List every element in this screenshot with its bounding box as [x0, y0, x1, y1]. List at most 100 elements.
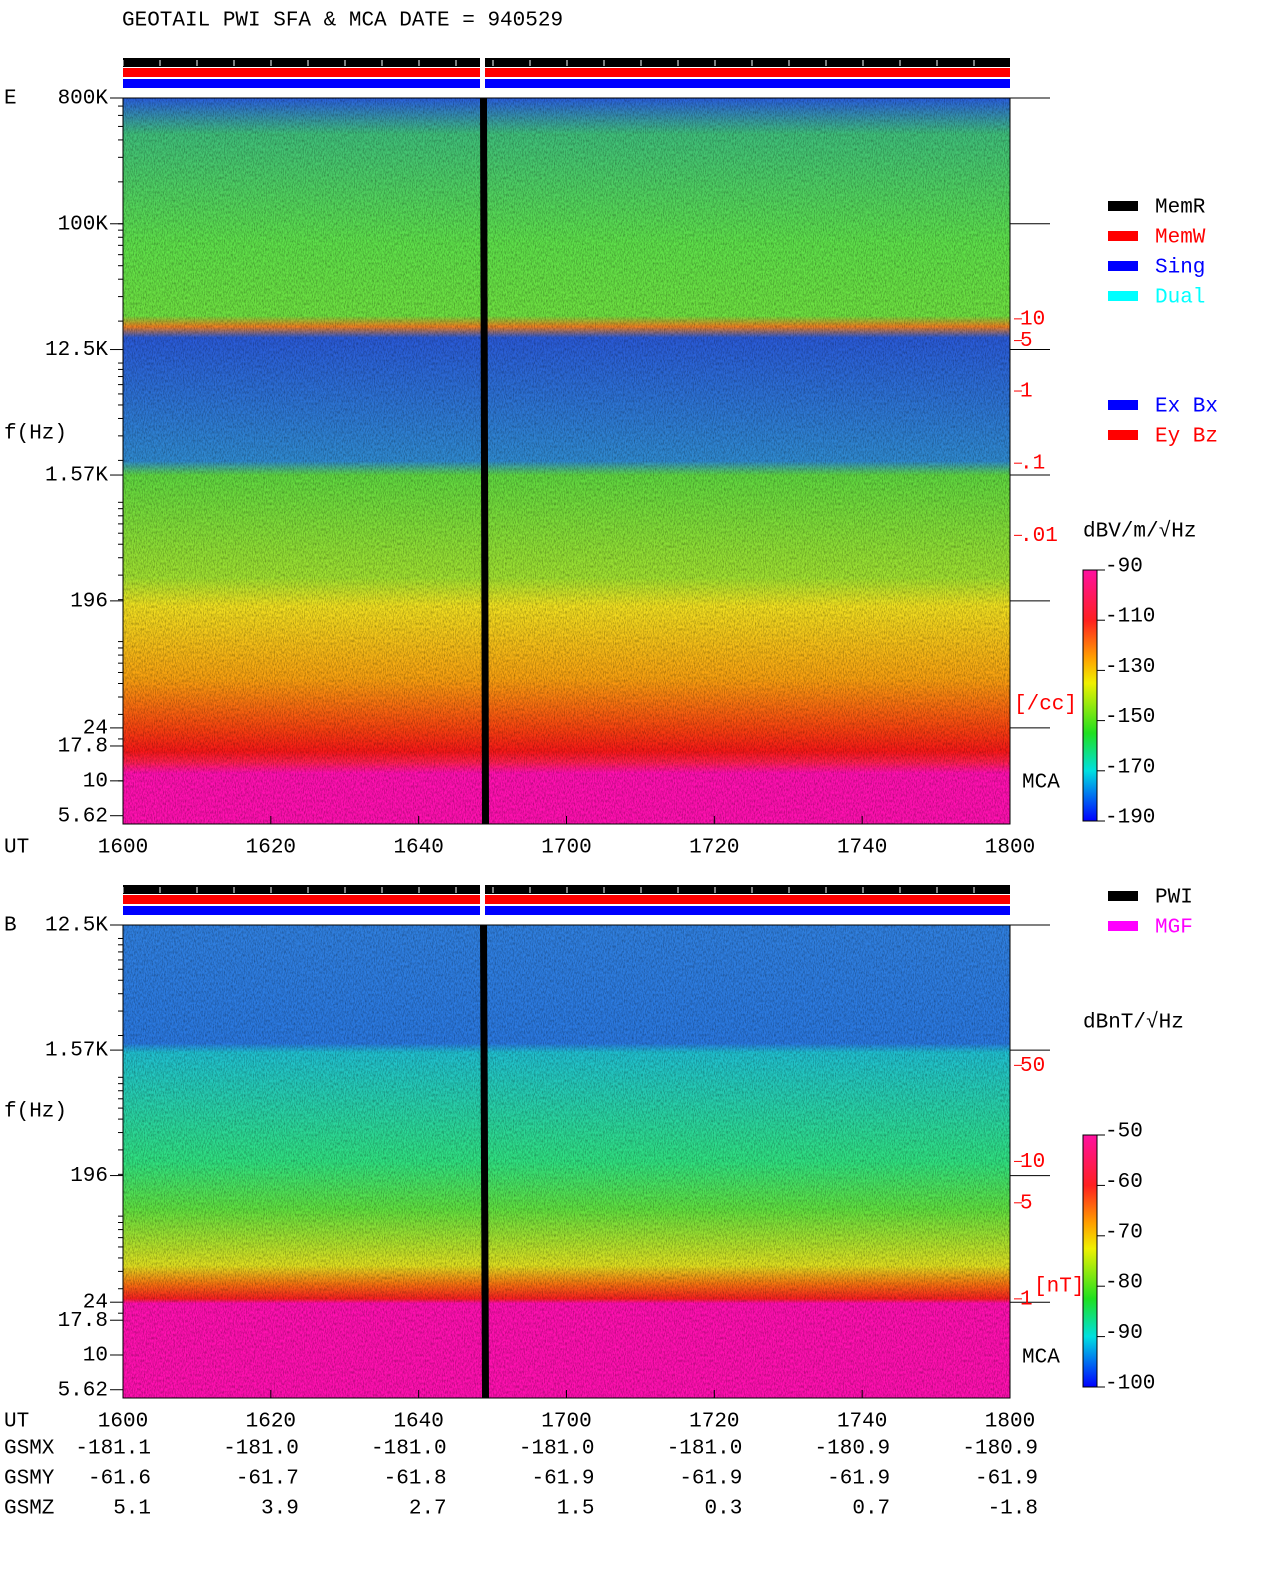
colorbar-tick-label: -90 [1105, 1322, 1143, 1345]
data-gap [480, 925, 489, 1398]
y2-tick-label: 10 [1020, 308, 1045, 331]
colorbar-tick-label: -60 [1105, 1171, 1143, 1194]
y-axis-label: f(Hz) [4, 423, 67, 446]
y2-tick-label: 50 [1020, 1055, 1045, 1078]
y-tick-label: 100K [58, 213, 109, 236]
colorbar-tick-label: -190 [1105, 807, 1155, 830]
orbit-value: 2.7 [409, 1498, 447, 1521]
y-tick-label: 800K [58, 88, 109, 111]
x-tick-label: 1700 [541, 837, 591, 860]
data-gap [480, 98, 489, 824]
x-tick-label: 1600 [98, 837, 148, 860]
status-bar [123, 68, 1010, 77]
colorbar-tick-label: -90 [1105, 556, 1143, 579]
colorbar [1082, 569, 1098, 822]
y-tick-label: 12.5K [45, 339, 108, 362]
orbit-value: -61.6 [88, 1468, 151, 1491]
y-tick-label: 17.8 [58, 736, 108, 759]
orbit-value: 0.3 [705, 1498, 743, 1521]
colorbar [1082, 1134, 1098, 1388]
panel-label: E [4, 88, 17, 111]
orbit-value: -61.9 [531, 1468, 594, 1491]
orbit-value: 1.5 [557, 1498, 595, 1521]
y-tick-label: 17.8 [58, 1310, 108, 1333]
orbit-value: -1.8 [988, 1498, 1038, 1521]
orbit-value: -181.0 [667, 1438, 743, 1461]
mca-label: MCA [1022, 772, 1060, 795]
legend-swatch [1108, 891, 1138, 901]
orbit-value: 3.9 [261, 1498, 299, 1521]
orbit-value: -181.0 [371, 1438, 447, 1461]
x-tick-label: 1620 [246, 837, 296, 860]
legend-label: MemR [1155, 197, 1206, 220]
orbit-value: -181.0 [519, 1438, 595, 1461]
x-tick-label: 1640 [393, 837, 443, 860]
legend-swatch [1108, 921, 1138, 931]
x-tick-label: 1800 [985, 837, 1035, 860]
y-tick-label: 1.57K [45, 465, 108, 488]
legend-label: Dual [1155, 287, 1205, 310]
y-tick-label: 1.57K [45, 1040, 108, 1063]
y-tick-label: 5.62 [58, 805, 108, 828]
legend-swatch [1108, 231, 1138, 241]
x-tick-label: 1720 [689, 837, 739, 860]
legend-label: Ex Bx [1155, 396, 1218, 419]
status-bar [123, 895, 1010, 904]
y-tick-label: 10 [83, 1345, 108, 1368]
colorbar-tick-label: -130 [1105, 656, 1155, 679]
colorbar-tick-label: -50 [1105, 1121, 1143, 1144]
orbit-value: -61.9 [975, 1468, 1038, 1491]
orbit-value: -61.8 [384, 1468, 447, 1491]
y-tick-label: 12.5K [45, 915, 108, 938]
mca-label: MCA [1022, 1347, 1060, 1370]
y2-tick-label: 1 [1020, 1288, 1033, 1311]
legend-swatch [1108, 291, 1138, 301]
x-tick-label: 1620 [246, 1411, 296, 1434]
x-tick-label: 1600 [98, 1411, 148, 1434]
colorbar-tick-label: -80 [1105, 1272, 1143, 1295]
y2-tick-label: .1 [1020, 453, 1045, 476]
orbit-row-label: GSMZ [4, 1498, 54, 1521]
y2-axis-label: [/cc] [1014, 694, 1077, 717]
colorbar-tick-label: -170 [1105, 756, 1155, 779]
y2-tick-label: .01 [1020, 525, 1058, 548]
legend-label: MGF [1155, 917, 1193, 940]
x-axis-label: UT [4, 1411, 29, 1434]
y2-tick-label: 1 [1020, 381, 1033, 404]
status-bar [123, 79, 1010, 88]
orbit-value: -61.7 [236, 1468, 299, 1491]
orbit-value: -180.9 [815, 1438, 891, 1461]
legend-label: Ey Bz [1155, 426, 1218, 449]
y-tick-label: 196 [70, 590, 108, 613]
x-tick-label: 1740 [837, 837, 887, 860]
y-tick-label: 10 [83, 770, 108, 793]
legend-label: PWI [1155, 887, 1193, 910]
colorbar-tick-label: -100 [1105, 1373, 1155, 1396]
y-axis-label: f(Hz) [4, 1101, 67, 1124]
colorbar-tick-label: -150 [1105, 706, 1155, 729]
status-gap [480, 885, 485, 915]
legend-label: Sing [1155, 257, 1205, 280]
legend-swatch [1108, 430, 1138, 440]
y-tick-label: 24 [83, 717, 108, 740]
y2-axis-label: [nT] [1034, 1276, 1084, 1299]
x-axis-label: UT [4, 837, 29, 860]
x-tick-label: 1800 [985, 1411, 1035, 1434]
legend-swatch [1108, 201, 1138, 211]
orbit-value: -61.9 [827, 1468, 890, 1491]
colorbar-label: dBnT/√Hz [1083, 1011, 1184, 1035]
x-tick-label: 1640 [393, 1411, 443, 1434]
panel-label: B [4, 915, 17, 938]
orbit-row-label: GSMX [4, 1438, 55, 1461]
orbit-value: -181.1 [75, 1438, 151, 1461]
orbit-value: -61.9 [679, 1468, 742, 1491]
orbit-value: -181.0 [223, 1438, 299, 1461]
y2-tick-label: 10 [1020, 1151, 1045, 1174]
spectrogram-texture [123, 98, 1010, 824]
legend-swatch [1108, 400, 1138, 410]
x-tick-label: 1720 [689, 1411, 739, 1434]
y-tick-label: 5.62 [58, 1379, 108, 1402]
orbit-value: -180.9 [962, 1438, 1038, 1461]
